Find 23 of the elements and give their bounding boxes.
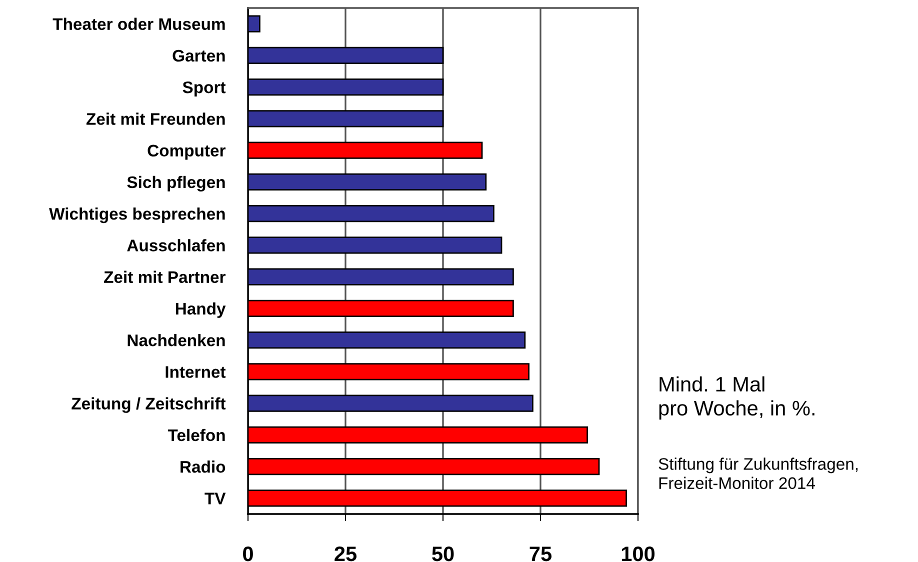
x-tick-label: 50 bbox=[432, 546, 454, 562]
y-tick-label: Internet bbox=[166, 366, 226, 378]
x-tick-label: 25 bbox=[334, 546, 357, 562]
y-tick-label: Zeit mit Partner bbox=[104, 270, 226, 284]
y-tick-label: Ausschlafen bbox=[127, 239, 225, 252]
y-tick-label: Theater oder Museum bbox=[52, 18, 225, 30]
x-tick-label: 0 bbox=[243, 546, 253, 562]
y-tick-label: Zeit mit Freunden bbox=[86, 112, 225, 125]
x-tick-label: 75 bbox=[530, 546, 552, 562]
y-tick-label: Telefon bbox=[168, 428, 225, 442]
y-tick-label: Sich pflegen bbox=[127, 176, 225, 192]
y-tick-label: Wichtiges besprechen bbox=[49, 208, 225, 224]
y-tick-label: Nachdenken bbox=[128, 334, 225, 346]
y-tick-label: Zeitung / Zeitschrift bbox=[72, 397, 226, 413]
y-tick-label: Radio bbox=[180, 460, 226, 473]
y-tick-label: Handy bbox=[176, 302, 226, 318]
y-tick-label: Sport bbox=[182, 81, 226, 97]
y-tick-label: TV bbox=[204, 492, 226, 504]
x-tick-label: 100 bbox=[622, 546, 655, 562]
text: Mind. 1 Mal pro Woche, in %. bbox=[659, 376, 814, 420]
text: Stiftung für Zukunftsfragen, Freizeit-Monitor 2014 bbox=[658, 458, 858, 490]
y-tick-label: Computer bbox=[148, 144, 226, 160]
y-tick-label: Garten bbox=[172, 50, 225, 62]
